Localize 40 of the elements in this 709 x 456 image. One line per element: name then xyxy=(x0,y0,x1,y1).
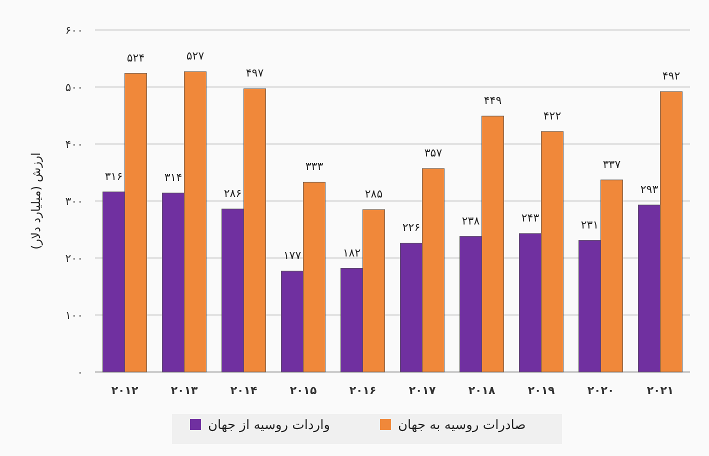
y-tick-label: ۰ xyxy=(77,366,83,379)
data-label: ۱۷۷ xyxy=(283,249,302,262)
data-label: ۲۸۵ xyxy=(364,188,383,201)
data-label: ۲۸۶ xyxy=(224,186,242,200)
data-label: ۴۲۲ xyxy=(543,109,562,122)
y-tick-label: ۳۰۰ xyxy=(65,195,83,208)
x-tick-label: ۲۰۱۹ xyxy=(528,384,555,397)
data-label: ۲۲۶ xyxy=(402,221,420,234)
data-label: ۳۱۴ xyxy=(164,171,182,184)
y-tick-label: ۱۰۰ xyxy=(65,309,83,322)
data-label: ۱۸۲ xyxy=(342,246,361,260)
data-label: ۴۹۲ xyxy=(662,70,680,83)
y-tick-label: ۲۰۰ xyxy=(65,252,83,265)
y-tick-label: ۶۰۰ xyxy=(65,24,83,37)
data-label: ۵۲۴ xyxy=(126,51,145,64)
data-label: ۳۱۶ xyxy=(104,170,123,183)
data-label: ۴۴۹ xyxy=(484,94,502,108)
data-label: ۳۳۷ xyxy=(602,158,621,171)
data-label: ۲۳۱ xyxy=(580,218,599,232)
legend-label: صادرات روسیه به جهان xyxy=(398,418,526,433)
y-tick-label: ۵۰۰ xyxy=(65,81,83,94)
data-label: ۳۵۷ xyxy=(424,146,442,160)
data-label: ۲۹۳ xyxy=(640,182,658,196)
y-tick-label: ۴۰۰ xyxy=(65,138,83,151)
data-label: ۲۳۸ xyxy=(462,214,480,228)
x-tick-label: ۲۰۲۱ xyxy=(646,384,674,397)
x-tick-label: ۲۰۱۸ xyxy=(468,384,496,397)
x-tick-label: ۲۰۲۰ xyxy=(587,384,614,397)
data-label: ۴۹۷ xyxy=(246,66,264,80)
x-tick-label: ۲۰۱۳ xyxy=(170,384,198,397)
y-axis-title: ارزش (میلیارد دلار) xyxy=(29,152,43,250)
x-tick-label: ۲۰۱۵ xyxy=(290,384,317,397)
x-tick-label: ۲۰۱۲ xyxy=(111,384,138,397)
data-label: ۲۴۳ xyxy=(521,211,540,224)
x-tick-label: ۲۰۱۶ xyxy=(349,384,376,397)
x-tick-label: ۲۰۱۷ xyxy=(408,384,436,397)
legend-label: واردات روسیه از جهان xyxy=(208,418,330,433)
data-label: ۳۳۳ xyxy=(305,160,324,174)
data-label: ۵۲۷ xyxy=(186,50,204,63)
x-tick-label: ۲۰۱۴ xyxy=(230,384,258,397)
